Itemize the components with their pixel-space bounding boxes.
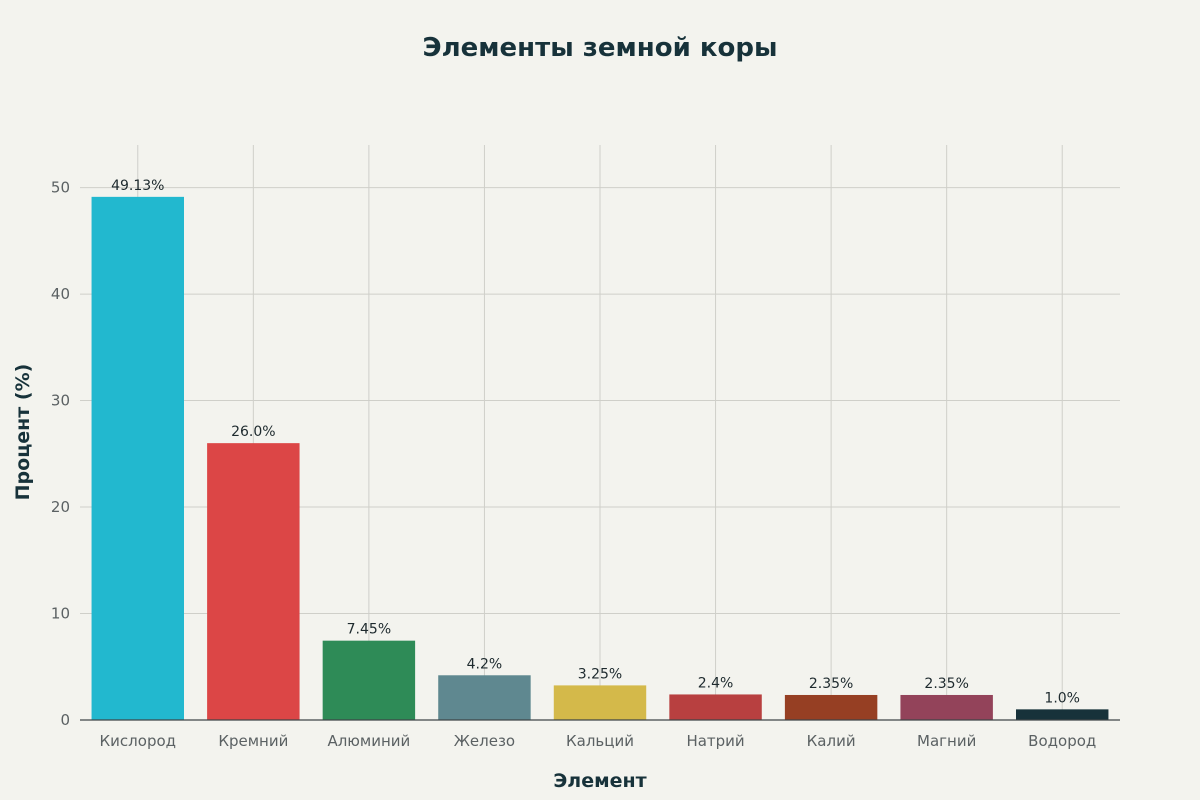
- bars: [91, 196, 1109, 721]
- data-label: 7.45%: [347, 622, 391, 638]
- x-tick-label: Кислород: [100, 732, 176, 750]
- x-tick-label: Магний: [917, 732, 976, 750]
- x-tick-label: Кальций: [566, 732, 634, 750]
- tick-labels: 0 10 20 30 40 50 Кислород Кремний Алюминий Железо…: [51, 179, 1096, 750]
- bar: [91, 196, 184, 721]
- data-labels: 49.13% 26.0% 7.45% 4.2% 3.25% 2.4% 2.35% 2.35% 1…: [111, 178, 1080, 706]
- y-tick-label: 10: [51, 605, 70, 623]
- bar: [438, 675, 531, 720]
- y-tick-label: 30: [51, 392, 70, 410]
- bar: [1016, 709, 1109, 720]
- data-label: 26.0%: [231, 424, 275, 440]
- bar: [900, 694, 993, 720]
- y-axis-title: Процент (%): [12, 364, 34, 501]
- x-tick-label: Натрий: [686, 732, 744, 750]
- y-tick-label: 0: [60, 711, 70, 729]
- x-tick-label: Железо: [454, 732, 515, 750]
- bar: [207, 443, 300, 720]
- y-tick-label: 20: [51, 498, 70, 516]
- bar: [322, 640, 416, 720]
- chart-title: Элементы земной коры: [423, 33, 778, 63]
- data-label: 2.35%: [809, 676, 853, 692]
- y-tick-label: 40: [51, 285, 70, 303]
- data-label: 2.4%: [698, 675, 734, 691]
- x-tick-label: Алюминий: [327, 732, 410, 750]
- x-tick-label: Калий: [807, 732, 856, 750]
- data-label: 49.13%: [111, 178, 164, 194]
- bar: [669, 694, 762, 720]
- x-tick-label: Водород: [1028, 732, 1096, 750]
- data-label: 3.25%: [578, 666, 622, 682]
- bar: [553, 685, 647, 720]
- y-tick-label: 50: [51, 179, 70, 197]
- bar: [784, 694, 878, 720]
- data-label: 4.2%: [467, 656, 503, 672]
- x-tick-label: Кремний: [218, 732, 288, 750]
- data-label: 2.35%: [924, 676, 968, 692]
- x-axis-title: Элемент: [553, 770, 646, 792]
- data-label: 1.0%: [1044, 690, 1080, 706]
